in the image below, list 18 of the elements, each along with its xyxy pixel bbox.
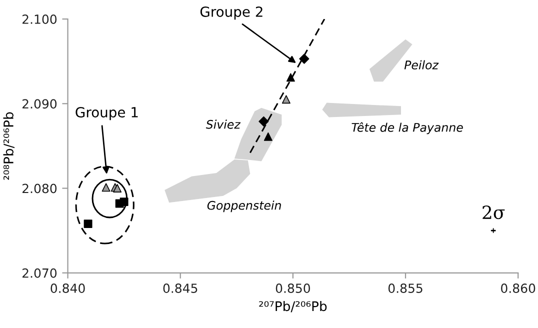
x-tick-label: 0.850 [276,284,310,293]
annotation: 2σ [482,206,505,220]
annotation: Peiloz [404,60,439,70]
annotation: Groupe 2 [200,6,262,20]
annotation: Tête de la Payanne [352,122,463,134]
annotation: Groupe 1 [76,106,138,120]
y-tick-label: 2.090 [22,99,57,109]
x-tick-label: 0.840 [50,284,85,293]
y-tick-label: 2.100 [22,14,57,24]
annotation: Goppenstein [207,200,281,212]
x-axis-title: ²⁰⁷Pb/²⁰⁶Pb [259,300,327,312]
x-tick-label: 0.860 [501,284,536,293]
x-tick-label: 0.845 [163,284,198,293]
annotation: Siviez [206,120,241,129]
y-tick-label: 2.070 [22,268,57,278]
y-tick-label: 2.080 [22,184,57,194]
x-tick-label: 0.855 [388,284,422,293]
y-axis-title: ²⁰⁸Pb/²⁰⁶Pb [3,112,15,180]
